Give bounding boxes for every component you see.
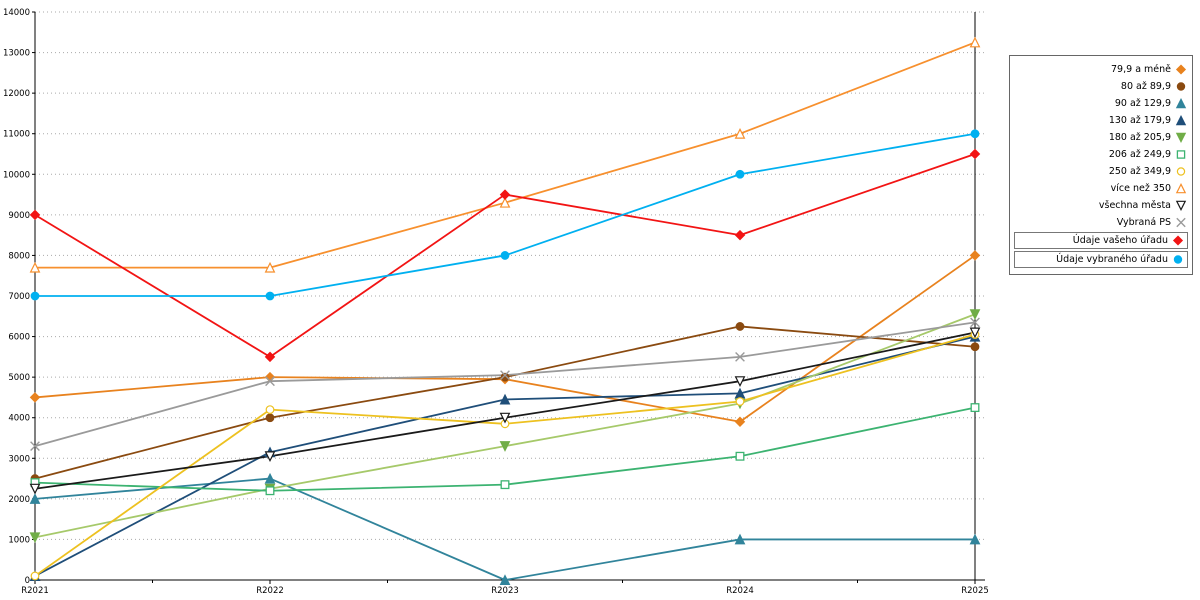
legend-item: 180 až 205,9 [1014, 129, 1188, 146]
triangle-up-marker-icon [1175, 114, 1187, 126]
legend-item: Údaje vybraného úřadu [1014, 251, 1188, 268]
y-tick-label: 12000 [3, 89, 30, 99]
y-tick-label: 0 [25, 576, 30, 586]
legend-label: všechna města [1098, 199, 1171, 211]
legend: 79,9 a méně 80 až 89,9 90 až 129,9 130 až 1… [1009, 55, 1193, 275]
series-line-2 [34, 477, 975, 581]
legend-label: více než 350 [1110, 182, 1171, 194]
series-markers-6 [30, 330, 980, 581]
x-tick-label: R2025 [961, 586, 989, 596]
legend-label: 250 až 349,9 [1108, 165, 1171, 177]
x-tick-label: R2021 [21, 586, 49, 596]
diamond-marker-icon [1175, 64, 1187, 75]
legend-item: 250 až 349,9 [1014, 163, 1188, 180]
y-tick-label: 4000 [8, 414, 30, 424]
legend-item: Údaje vašeho úřadu [1014, 232, 1188, 249]
legend-item: 90 až 129,9 [1014, 95, 1188, 112]
legend-item: Vybraná PS [1014, 214, 1188, 231]
y-tick-label: 6000 [8, 333, 30, 343]
legend-label: 80 až 89,9 [1120, 80, 1171, 92]
legend-label: 180 až 205,9 [1108, 131, 1171, 143]
x-marker-icon [1176, 217, 1186, 228]
legend-item: více než 350 [1014, 180, 1188, 197]
y-tick-label: 11000 [3, 130, 30, 140]
series-markers-10 [29, 148, 981, 363]
legend-label: 206 až 249,9 [1108, 148, 1171, 160]
diamond-marker-icon [1172, 235, 1184, 246]
y-axis-tick-labels: 0 1000 2000 3000 4000 5000 6000 7000 8000 9000 100… [3, 8, 35, 586]
x-axis-tick-labels: R2021 R2022 R2023 R2024 R2025 [21, 580, 989, 596]
y-tick-label: 1000 [8, 535, 30, 545]
series-markers-8 [29, 327, 981, 495]
y-tick-label: 9000 [8, 211, 30, 221]
triangle-up-marker-icon [1175, 97, 1187, 109]
y-tick-label: 3000 [8, 454, 30, 464]
y-tick-label: 14000 [3, 8, 30, 18]
legend-label: Vybraná PS [1116, 216, 1171, 228]
legend-label: Údaje vybraného úřadu [1056, 253, 1168, 265]
circle-marker-icon [1173, 255, 1183, 264]
legend-item: 206 až 249,9 [1014, 146, 1188, 163]
series-markers-0 [29, 250, 981, 428]
x-tick-label: R2023 [491, 586, 519, 596]
x-tick-label: R2022 [256, 586, 284, 596]
y-tick-label: 7000 [8, 292, 30, 302]
circle-marker-icon [1176, 82, 1186, 91]
series-markers-9 [30, 317, 980, 452]
legend-label: Údaje vašeho úřadu [1072, 234, 1168, 246]
x-tick-label: R2024 [726, 586, 754, 596]
y-tick-label: 2000 [8, 495, 30, 505]
legend-label: 90 až 129,9 [1114, 97, 1171, 109]
y-tick-label: 10000 [3, 170, 30, 180]
legend-item: všechna města [1014, 197, 1188, 214]
triangle-down-marker-icon [1175, 132, 1187, 144]
legend-item: 130 až 179,9 [1014, 112, 1188, 129]
series-markers-2 [29, 472, 981, 585]
series-markers-7 [29, 36, 981, 273]
legend-label: 130 až 179,9 [1108, 114, 1171, 126]
y-tick-label: 8000 [8, 251, 30, 261]
legend-item: 80 až 89,9 [1014, 78, 1188, 95]
circle-marker-icon [1176, 167, 1186, 176]
triangle-up-marker-icon [1175, 182, 1187, 194]
square-marker-icon [1176, 150, 1186, 159]
y-tick-label: 5000 [8, 373, 30, 383]
series-line-11 [35, 132, 976, 297]
triangle-down-marker-icon [1175, 200, 1187, 212]
series-markers-11 [30, 129, 980, 301]
gridlines [35, 11, 985, 540]
series-line-7 [35, 41, 976, 269]
legend-label: 79,9 a méně [1111, 63, 1171, 75]
legend-item: 79,9 a méně [1014, 61, 1188, 78]
y-tick-label: 13000 [3, 49, 30, 59]
series-markers-5 [30, 403, 980, 496]
